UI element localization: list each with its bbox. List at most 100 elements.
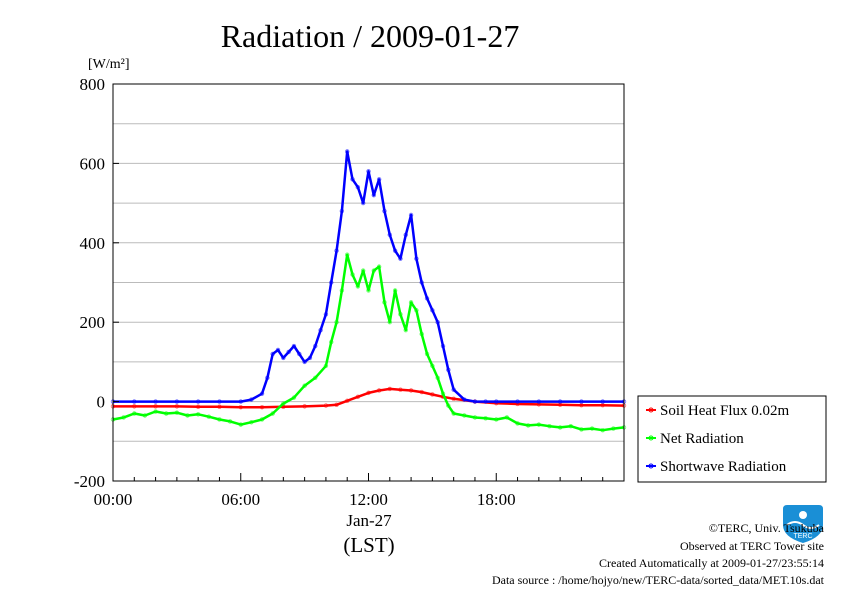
data-point	[515, 399, 520, 404]
data-point	[132, 399, 137, 404]
data-point	[121, 415, 126, 420]
series-line	[112, 253, 625, 432]
data-point	[579, 427, 584, 432]
data-point	[376, 264, 382, 269]
data-point	[398, 312, 403, 317]
x-tick-label: 06:00	[221, 490, 260, 509]
data-point	[302, 404, 307, 409]
data-point	[345, 252, 350, 257]
data-point	[164, 411, 169, 416]
data-point	[329, 339, 334, 345]
data-point	[483, 416, 488, 421]
data-point	[419, 389, 424, 395]
y-tick-label: 600	[80, 154, 106, 173]
data-point	[435, 320, 440, 325]
x-axis-date-label: Jan-27	[346, 511, 392, 530]
legend: Soil Heat Flux 0.02m Net Radiation Shortwa…	[637, 395, 827, 483]
data-point	[414, 308, 419, 313]
data-point	[153, 409, 158, 414]
data-point	[217, 404, 222, 409]
data-point	[579, 399, 584, 404]
data-point	[403, 232, 408, 238]
data-point	[286, 349, 291, 355]
data-point	[424, 351, 430, 357]
data-point	[313, 375, 318, 380]
series-line	[113, 387, 625, 409]
data-point	[611, 426, 616, 431]
data-point	[403, 327, 408, 333]
data-point	[371, 192, 377, 198]
data-point	[392, 248, 398, 253]
data-point	[494, 399, 499, 404]
data-point	[339, 288, 345, 293]
data-point	[185, 413, 190, 418]
y-tick-label: 0	[97, 393, 106, 412]
data-point	[238, 422, 243, 427]
x-tick-label: 00:00	[94, 490, 133, 509]
data-point	[371, 268, 377, 273]
series-layer	[110, 149, 627, 433]
data-point	[153, 399, 158, 404]
data-point	[206, 414, 212, 419]
x-tick-label: 12:00	[349, 490, 388, 509]
data-point	[494, 417, 499, 422]
data-point	[238, 404, 243, 410]
data-point	[483, 399, 488, 404]
footer-copyright: ©TERC, Univ. Tsukuba	[708, 521, 824, 535]
data-point	[557, 402, 563, 407]
data-point	[472, 399, 478, 404]
data-point	[132, 411, 137, 416]
data-point	[366, 169, 371, 174]
data-point	[451, 387, 456, 392]
data-point	[557, 425, 563, 430]
data-point	[382, 300, 387, 305]
data-point	[275, 347, 281, 353]
data-point	[419, 331, 424, 337]
data-point	[334, 402, 339, 407]
legend-label: Shortwave Radiation	[660, 459, 787, 475]
data-point	[238, 399, 243, 404]
data-point	[334, 248, 339, 253]
legend-marker	[648, 435, 654, 441]
data-point	[408, 300, 414, 305]
data-point	[525, 423, 531, 428]
data-point	[345, 398, 350, 404]
data-point	[547, 424, 552, 429]
data-point	[430, 308, 435, 313]
data-point	[360, 200, 366, 206]
data-point	[291, 395, 297, 400]
data-point	[355, 185, 361, 190]
data-point	[313, 343, 318, 349]
data-point	[291, 343, 297, 349]
data-point	[259, 404, 265, 410]
data-point	[307, 355, 313, 361]
data-point	[430, 392, 435, 397]
data-point	[345, 149, 350, 154]
x-axis-ticks: 00:00 06:00 12:00 18:00	[94, 473, 625, 509]
data-point	[392, 288, 398, 293]
data-point	[174, 404, 180, 409]
data-point	[419, 280, 424, 285]
data-point	[249, 397, 254, 402]
data-point	[329, 280, 334, 285]
footer-data-source: Data source : /home/hojyo/new/TERC-data/…	[491, 573, 824, 587]
data-point	[398, 387, 403, 392]
data-point	[446, 403, 451, 408]
data-point	[446, 367, 451, 373]
data-point	[414, 256, 419, 261]
footer-site: Observed at TERC Tower site	[679, 539, 824, 553]
data-point	[408, 388, 414, 393]
chart-title: Radiation / 2009-01-27	[221, 18, 520, 54]
y-tick-label: 800	[80, 75, 106, 94]
data-point	[270, 411, 275, 416]
data-point	[297, 351, 302, 357]
x-tick-label: 18:00	[477, 490, 516, 509]
data-point	[265, 375, 270, 380]
footer-created: Created Automatically at 2009-01-27/23:5…	[599, 556, 824, 570]
data-point	[360, 268, 366, 273]
data-point	[339, 208, 345, 214]
y-tick-label: 400	[80, 234, 106, 253]
data-point	[536, 422, 542, 427]
data-point	[472, 415, 478, 420]
